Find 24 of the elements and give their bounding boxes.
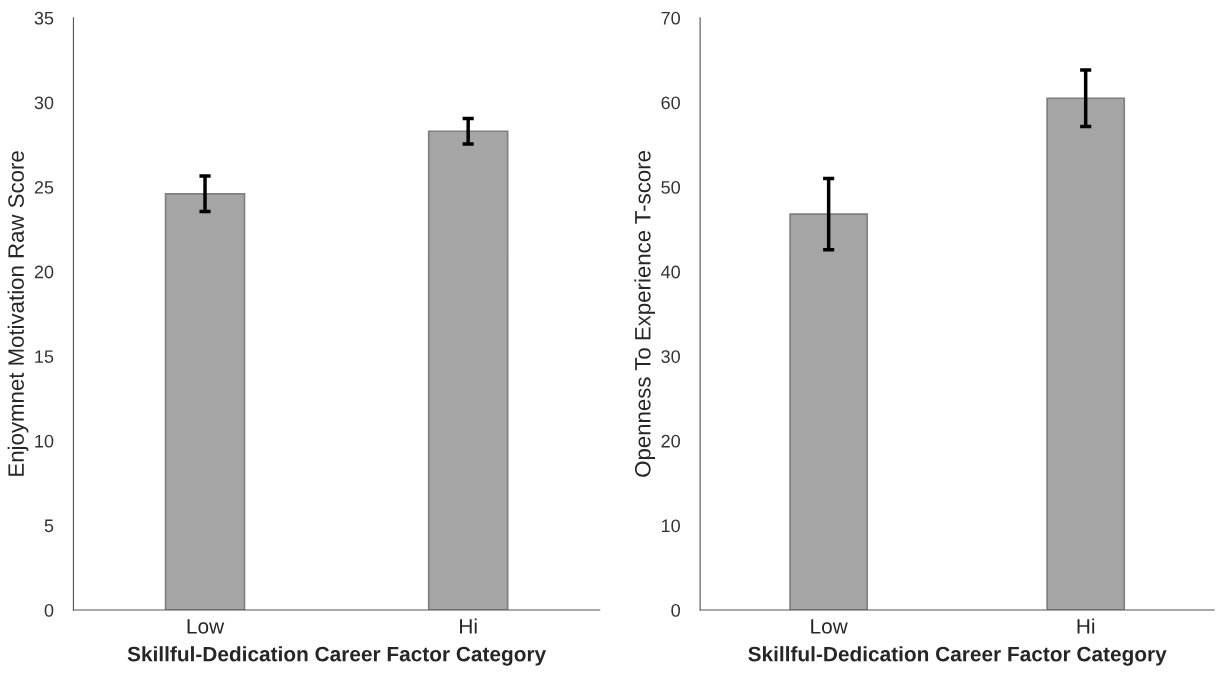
y-tick-label: 35 [34, 11, 54, 25]
y-tick-label: 15 [35, 350, 54, 363]
x-axis-title: Skillful-Dedication Career Factor Category [748, 646, 1167, 666]
x-axis-title: Skillful-Dedication Career Factor Category [127, 646, 547, 666]
y-tick-label: 20 [661, 434, 680, 448]
y-tick-label: 50 [661, 180, 680, 194]
y-axis-title: Openness To Experience T-score [634, 151, 656, 477]
y-tick-label: 0 [671, 603, 680, 617]
y-tick-label: 0 [44, 603, 54, 617]
y-tick-label: 30 [661, 350, 680, 363]
x-tick-label: Low [811, 619, 848, 634]
y-tick-label: 25 [34, 180, 54, 194]
y-tick-label: 70 [661, 11, 680, 25]
x-tick-label: Hi [460, 618, 477, 634]
y-axis-title: Enjoymnet Motivation Raw Score [7, 151, 29, 476]
y-tick-label: 5 [44, 519, 54, 533]
x-tick-label: Hi [1077, 618, 1095, 634]
y-tick-label: 20 [34, 265, 54, 279]
y-tick-label: 60 [661, 96, 680, 110]
y-tick-label: 10 [35, 434, 54, 448]
y-tick-label: 10 [661, 519, 680, 533]
x-tick-label: Low [187, 619, 225, 634]
y-tick-label: 40 [661, 265, 680, 279]
y-tick-label: 30 [34, 96, 54, 110]
